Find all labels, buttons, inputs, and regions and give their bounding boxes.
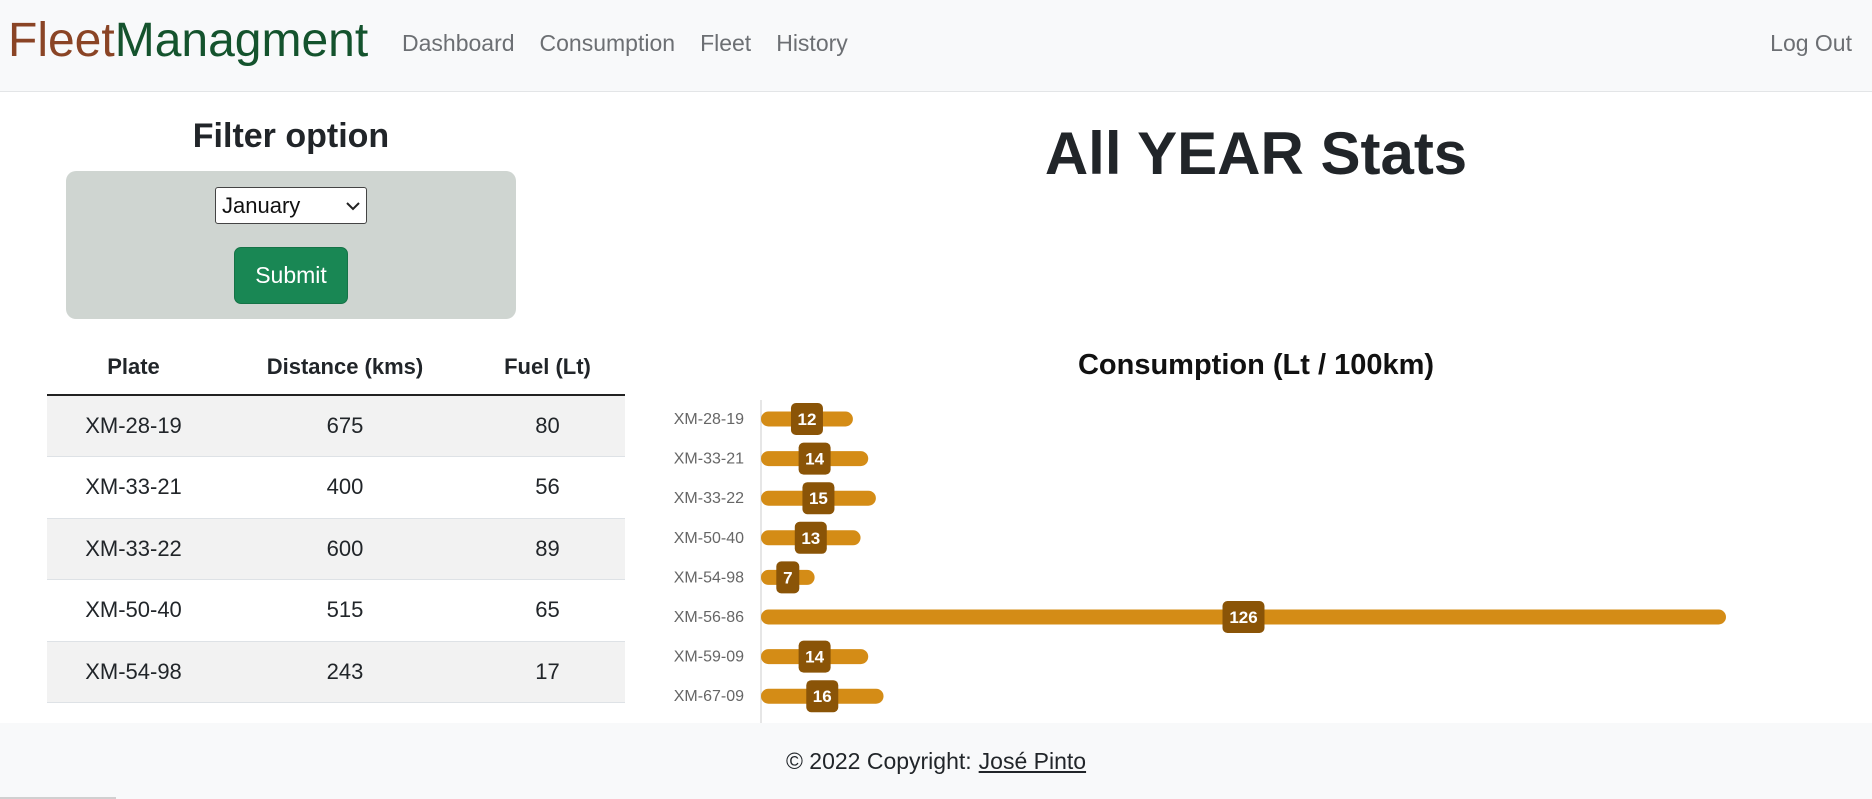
- chart-tick-label: XM-33-22: [674, 490, 744, 507]
- chart-tick-label: XM-56-86: [674, 609, 744, 626]
- chart-data-label-bg: [798, 442, 831, 475]
- logout-link[interactable]: Log Out: [1770, 30, 1852, 56]
- cell-fuel: 80: [470, 395, 625, 457]
- nav-links: Dashboard Consumption Fleet History: [402, 26, 873, 60]
- bottom-scroll-indicator: [0, 797, 116, 799]
- chart-tick-label: XM-33-21: [674, 451, 744, 468]
- cell-distance: 400: [220, 456, 470, 519]
- navbar: FleetManagment Dashboard Consumption Fle…: [0, 0, 1872, 92]
- chart-data-label: 14: [805, 648, 824, 667]
- month-select-value: January: [222, 192, 301, 218]
- nav-link-dashboard[interactable]: Dashboard: [402, 30, 515, 56]
- cell-plate: XM-33-22: [47, 518, 220, 580]
- cell-plate: XM-54-98: [47, 641, 220, 703]
- copyright-text: © 2022 Copyright:: [785, 747, 972, 774]
- cell-fuel: 56: [470, 456, 625, 519]
- chart-tick-label: XM-50-40: [674, 530, 744, 547]
- month-select[interactable]: January: [215, 187, 367, 224]
- chart-data-label: 12: [797, 410, 816, 429]
- chart-data-label: 7: [783, 568, 792, 587]
- chart-data-label-bg: [1222, 601, 1265, 633]
- consumption-chart: XM-28-19 12 XM-33-21 14 XM-33-22 15 XM-50-40 13…: [640, 395, 1872, 723]
- chart-tick-label: XM-28-19: [674, 411, 744, 428]
- chart-data-label-bg: [802, 482, 835, 515]
- table-row: XM-50-40 515 65: [47, 579, 625, 642]
- chart-svg: XM-28-19 12 XM-33-21 14 XM-33-22 15 XM-50-40 13…: [674, 400, 1726, 723]
- table-header-row: Plate Distance (kms) Fuel (Lt): [47, 340, 625, 396]
- chart-tick-label: XM-67-09: [674, 688, 744, 705]
- chart-data-label: 126: [1229, 608, 1257, 627]
- chart-title: Consumption (Lt / 100km): [1077, 349, 1435, 381]
- chart-data-label: 14: [805, 450, 824, 469]
- nav-link-consumption[interactable]: Consumption: [539, 30, 676, 56]
- brand-logo[interactable]: FleetManagment: [8, 10, 368, 72]
- cell-distance: 600: [220, 518, 470, 580]
- cell-distance: 515: [220, 579, 470, 642]
- nav-link-fleet[interactable]: Fleet: [700, 30, 752, 56]
- chart-data-label-bg: [806, 680, 839, 713]
- header-fuel: Fuel (Lt): [470, 340, 625, 396]
- author-link[interactable]: José Pinto: [978, 747, 1087, 774]
- table-row: XM-33-22 600 89: [47, 518, 625, 580]
- consumption-table: Plate Distance (kms) Fuel (Lt) XM-28-19 …: [47, 340, 625, 703]
- header-plate: Plate: [47, 340, 220, 396]
- chart-data-label-bg: [798, 640, 831, 673]
- cell-fuel: 17: [470, 641, 625, 703]
- header-distance: Distance (kms): [220, 340, 470, 396]
- table-row: XM-54-98 243 17: [47, 641, 625, 703]
- brand-part-managment: Managment: [114, 14, 369, 67]
- filter-panel: January Submit: [66, 171, 516, 319]
- chart-data-label: 16: [813, 687, 832, 706]
- cell-fuel: 89: [470, 518, 625, 580]
- table-row: XM-33-21 400 56: [47, 456, 625, 519]
- cell-plate: XM-28-19: [47, 395, 220, 457]
- chart-data-label-bg: [776, 561, 800, 594]
- chart-tick-label: XM-59-09: [674, 649, 744, 666]
- filter-title: Filter option: [192, 117, 390, 155]
- cell-plate: XM-50-40: [47, 579, 220, 642]
- chevron-down-icon: [346, 198, 360, 214]
- cell-fuel: 65: [470, 579, 625, 642]
- chart-tick-label: XM-54-98: [674, 569, 744, 586]
- cell-plate: XM-33-21: [47, 456, 220, 519]
- cell-distance: 243: [220, 641, 470, 703]
- footer: © 2022 Copyright: José Pinto: [0, 723, 1872, 799]
- table-row: XM-28-19 675 80: [47, 395, 625, 457]
- chart-data-label: 15: [809, 489, 828, 508]
- page-title: All YEAR Stats: [1044, 120, 1468, 187]
- cell-distance: 675: [220, 395, 470, 457]
- nav-link-history[interactable]: History: [776, 30, 848, 56]
- chart-data-label-bg: [794, 521, 827, 554]
- brand-part-fleet: Fleet: [8, 14, 115, 67]
- submit-button[interactable]: Submit: [234, 247, 348, 304]
- chart-data-label: 13: [801, 529, 820, 548]
- chart-data-label-bg: [790, 403, 823, 435]
